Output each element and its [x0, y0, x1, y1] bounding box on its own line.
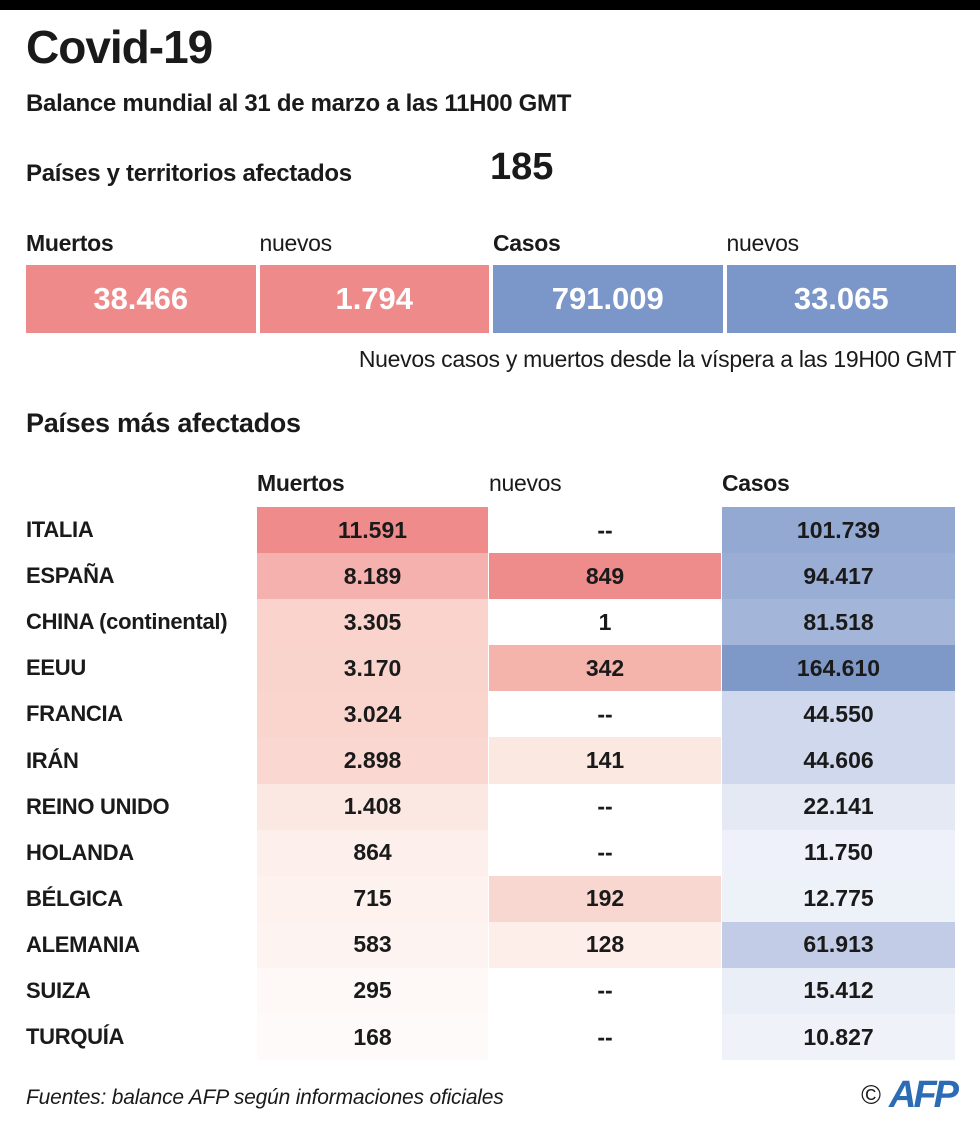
muertos-cell: 11.591	[257, 507, 488, 554]
summary-label-muertos-nuevos: nuevos	[259, 230, 333, 256]
country-label: SUIZA	[26, 967, 256, 1015]
table-row: TURQUÍA 168 -- 10.827	[26, 1014, 956, 1061]
casos-cell: 44.606	[722, 737, 955, 784]
table-header-nuevos: nuevos	[489, 470, 562, 496]
muertos-cell: 3.305	[257, 599, 488, 646]
muertos-cell: 2.898	[257, 737, 488, 784]
casos-cell: 101.739	[722, 507, 955, 554]
table-header-casos: Casos	[722, 470, 790, 496]
summary-box-casos-nuevos: 33.065	[726, 265, 956, 333]
country-label: IRÁN	[26, 737, 256, 784]
casos-cell: 22.141	[722, 783, 955, 830]
nuevos-cell: --	[489, 507, 721, 554]
casos-cell: 44.550	[722, 691, 955, 738]
table-header-muertos: Muertos	[257, 470, 345, 496]
summary-box-muertos-nuevos: 1.794	[259, 265, 489, 333]
summary-boxes-row: 38.466 1.794 791.009 33.065	[26, 265, 956, 333]
casos-cell: 94.417	[722, 553, 955, 600]
muertos-cell: 295	[257, 967, 488, 1015]
table-row: EEUU 3.170 342 164.610	[26, 645, 956, 692]
nuevos-cell: 141	[489, 737, 721, 784]
afp-logo: AFP	[889, 1074, 959, 1116]
casos-cell: 61.913	[722, 921, 955, 968]
country-label: EEUU	[26, 645, 256, 692]
country-label: FRANCIA	[26, 691, 256, 738]
table-row: IRÁN 2.898 141 44.606	[26, 737, 956, 784]
muertos-cell: 3.170	[257, 645, 488, 692]
table-row: ALEMANIA 583 128 61.913	[26, 921, 956, 968]
footer-logo-group: © AFP	[861, 1074, 959, 1116]
country-label: BÉLGICA	[26, 875, 256, 922]
affected-countries-value: 185	[490, 146, 554, 188]
table-row: ITALIA 11.591 -- 101.739	[26, 507, 956, 554]
summary-label-muertos: Muertos	[26, 230, 114, 256]
top-divider-bar	[0, 0, 980, 10]
nuevos-cell: 1	[489, 599, 721, 646]
casos-cell: 15.412	[722, 967, 955, 1015]
nuevos-cell: --	[489, 967, 721, 1015]
table-row: CHINA (continental) 3.305 1 81.518	[26, 599, 956, 646]
source-note: Fuentes: balance AFP según informaciones…	[26, 1086, 504, 1109]
nuevos-cell: 128	[489, 921, 721, 968]
muertos-cell: 1.408	[257, 783, 488, 830]
nuevos-cell: --	[489, 783, 721, 830]
nuevos-cell: 192	[489, 875, 721, 922]
table-row: SUIZA 295 -- 15.412	[26, 967, 956, 1015]
table-row: HOLANDA 864 -- 11.750	[26, 829, 956, 876]
page-subtitle: Balance mundial al 31 de marzo a las 11H…	[26, 90, 572, 117]
nuevos-cell: --	[489, 829, 721, 876]
muertos-cell: 168	[257, 1014, 488, 1061]
page-title: Covid-19	[26, 21, 213, 73]
table-row: FRANCIA 3.024 -- 44.550	[26, 691, 956, 738]
table-header-row: Muertos nuevos Casos	[26, 470, 956, 497]
country-label: ALEMANIA	[26, 921, 256, 968]
casos-cell: 81.518	[722, 599, 955, 646]
summary-box-casos: 791.009	[493, 265, 723, 333]
summary-note: Nuevos casos y muertos desde la víspera …	[358, 346, 956, 372]
country-label: HOLANDA	[26, 829, 256, 876]
casos-cell: 10.827	[722, 1014, 955, 1061]
casos-cell: 11.750	[722, 829, 955, 876]
nuevos-cell: --	[489, 691, 721, 738]
summary-label-casos: Casos	[493, 230, 561, 256]
country-label: TURQUÍA	[26, 1014, 256, 1061]
summary-box-muertos: 38.466	[26, 265, 256, 333]
muertos-cell: 3.024	[257, 691, 488, 738]
nuevos-cell: 342	[489, 645, 721, 692]
table-row: ESPAÑA 8.189 849 94.417	[26, 553, 956, 600]
casos-cell: 12.775	[722, 875, 955, 922]
summary-labels-row: Muertos nuevos Casos nuevos	[26, 230, 956, 257]
country-label: CHINA (continental)	[26, 599, 256, 646]
country-label: ITALIA	[26, 507, 256, 554]
nuevos-cell: 849	[489, 553, 721, 600]
muertos-cell: 864	[257, 829, 488, 876]
country-label: REINO UNIDO	[26, 783, 256, 830]
copyright-symbol: ©	[861, 1079, 881, 1110]
table-row: REINO UNIDO 1.408 -- 22.141	[26, 783, 956, 830]
muertos-cell: 583	[257, 921, 488, 968]
table-row: BÉLGICA 715 192 12.775	[26, 875, 956, 922]
table-header-spacer	[26, 470, 256, 497]
summary-label-casos-nuevos: nuevos	[726, 230, 800, 256]
muertos-cell: 8.189	[257, 553, 488, 600]
muertos-cell: 715	[257, 875, 488, 922]
nuevos-cell: --	[489, 1014, 721, 1061]
table-title: Países más afectados	[26, 408, 301, 438]
country-label: ESPAÑA	[26, 553, 256, 600]
table-body: ITALIA 11.591 -- 101.739 ESPAÑA 8.189 84…	[26, 507, 956, 1061]
affected-countries-label: Países y territorios afectados	[26, 160, 352, 187]
casos-cell: 164.610	[722, 645, 955, 692]
